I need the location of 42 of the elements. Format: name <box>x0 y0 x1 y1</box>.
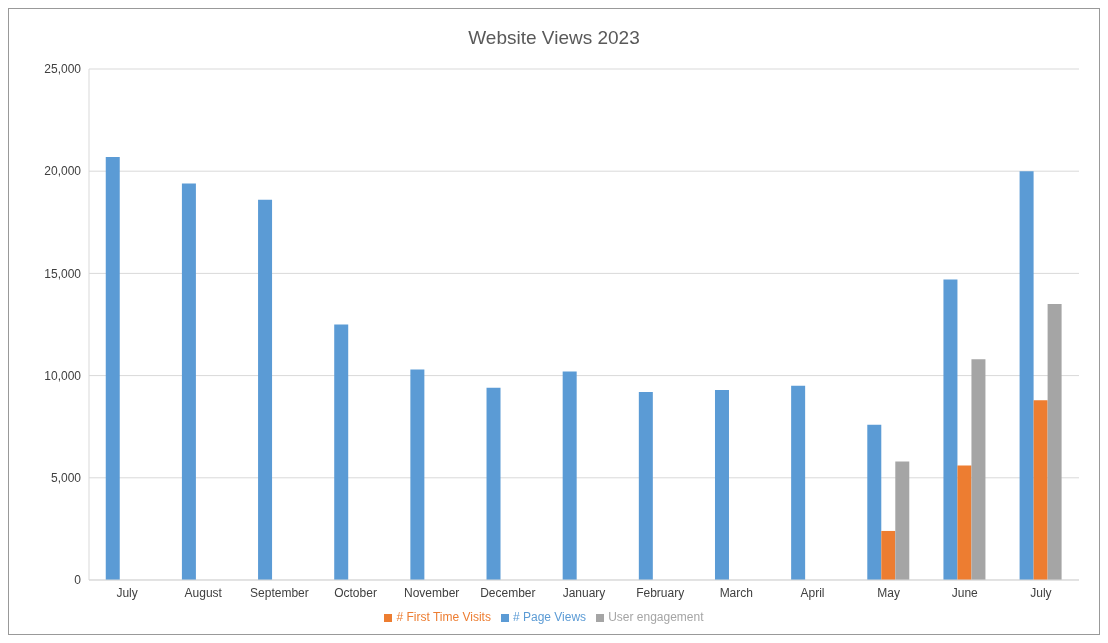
x-tick-label: May <box>877 585 900 600</box>
y-tick-label: 20,000 <box>44 164 82 179</box>
y-tick-label: 10,000 <box>44 368 82 383</box>
bar <box>957 465 972 580</box>
y-tick-label: 5,000 <box>50 471 82 486</box>
x-tick-label: November <box>404 585 460 600</box>
x-tick-label: January <box>562 585 606 600</box>
y-tick-label: 15,000 <box>44 266 82 281</box>
bar <box>791 385 806 580</box>
bar <box>867 424 882 580</box>
y-tick-label: 0 <box>74 573 82 588</box>
bar <box>486 387 501 580</box>
bar <box>714 389 729 580</box>
x-tick-label: July <box>116 585 138 600</box>
chart-title: Website Views 2023 <box>467 27 641 49</box>
x-tick-label: February <box>636 585 685 600</box>
bar <box>1019 171 1034 580</box>
legend-label: # First Time Visits <box>396 610 491 624</box>
bar <box>562 371 577 580</box>
x-tick-label: December <box>480 585 536 600</box>
x-tick-label: April <box>800 585 825 600</box>
bar <box>638 391 653 580</box>
bar <box>181 183 196 580</box>
y-tick-label: 25,000 <box>44 62 82 77</box>
bar <box>105 156 120 580</box>
x-tick-label: July <box>1030 585 1052 600</box>
bar <box>881 530 896 580</box>
x-tick-label: October <box>334 585 377 600</box>
bar <box>895 461 910 580</box>
x-tick-label: August <box>184 585 223 600</box>
x-tick-label: March <box>719 585 753 600</box>
x-tick-label: June <box>951 585 979 600</box>
x-tick-label: September <box>250 585 309 600</box>
bar <box>1033 400 1048 580</box>
bar <box>334 324 349 580</box>
bar <box>971 359 986 580</box>
bar <box>410 369 425 580</box>
legend-label: # Page Views <box>512 610 587 624</box>
bar <box>258 199 273 580</box>
legend-label: User engagement <box>608 610 704 624</box>
bar <box>943 279 958 580</box>
bar <box>1047 304 1062 580</box>
